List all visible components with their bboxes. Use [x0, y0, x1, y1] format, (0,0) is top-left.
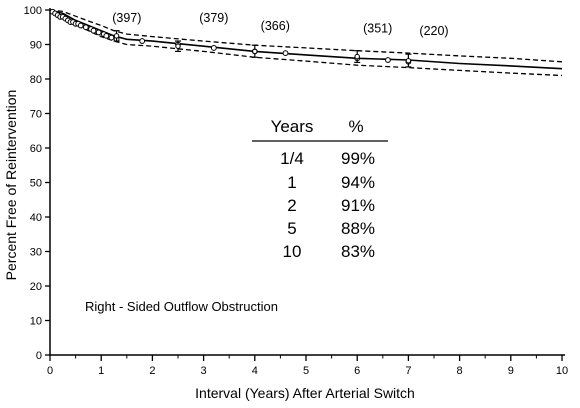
- table-row-years: 10: [283, 242, 302, 261]
- x-axis-title: Interval (Years) After Arterial Switch: [195, 385, 415, 401]
- data-point: [282, 50, 289, 57]
- confidence-band-curve: [49, 9, 563, 63]
- y-axis-title: Percent Free of Reintervention: [3, 90, 19, 281]
- table-header-percent: %: [348, 117, 363, 136]
- error-bar-point: [405, 58, 412, 64]
- x-tick-label: 8: [457, 365, 463, 377]
- x-tick-label: 9: [508, 365, 514, 377]
- y-tick-label: 80: [30, 74, 42, 86]
- x-tick-label: 3: [201, 365, 207, 377]
- table-row-percent: 99%: [341, 149, 375, 168]
- y-tick-label: 100: [24, 5, 42, 17]
- table-row-percent: 91%: [341, 196, 375, 215]
- data-point: [210, 45, 217, 51]
- y-tick-label: 20: [30, 281, 42, 293]
- x-tick-label: 4: [252, 365, 258, 377]
- summary-table: Years % 1/4 99% 1 94% 2 91% 5 88% 10 83%: [252, 117, 388, 261]
- y-tick-label: 30: [30, 247, 42, 259]
- outflow-annotation: Right - Sided Outflow Obstruction: [85, 299, 278, 314]
- count-label: (397): [112, 11, 141, 25]
- y-tick-label: 10: [30, 316, 42, 328]
- y-tick-label: 70: [30, 109, 42, 121]
- table-row-percent: 83%: [341, 242, 375, 261]
- data-point: [82, 24, 89, 31]
- count-label: (379): [199, 11, 228, 25]
- count-label: (366): [261, 19, 290, 33]
- x-tick-label: 6: [354, 365, 360, 377]
- table-row-years: 5: [287, 219, 296, 238]
- y-tick-label: 0: [36, 350, 42, 362]
- table-row-years: 2: [287, 196, 296, 215]
- x-tick-label: 5: [303, 365, 309, 377]
- y-tick-label: 60: [30, 143, 42, 155]
- data-point: [95, 29, 102, 36]
- x-tick-label: 0: [47, 365, 53, 377]
- labels: (397) (379) (366) (351) (220): [112, 11, 448, 38]
- table-header-years: Years: [271, 117, 314, 136]
- data-point: [77, 22, 84, 29]
- x-tick-label: 7: [405, 365, 411, 377]
- data-point: [139, 38, 146, 44]
- y-tick-label: 90: [30, 40, 42, 52]
- data-point: [90, 27, 97, 34]
- table-row-percent: 94%: [341, 173, 375, 192]
- markers: [49, 8, 412, 68]
- count-label: (351): [363, 21, 392, 35]
- x-tick-label: 1: [98, 365, 104, 377]
- x-tick-label: 2: [149, 365, 155, 377]
- table-row-years: 1/4: [280, 149, 304, 168]
- table-row-years: 1: [287, 173, 296, 192]
- data-point: [108, 34, 115, 41]
- error-bar-point: [252, 48, 258, 55]
- error-bar-point: [175, 43, 181, 49]
- data-point: [385, 57, 391, 63]
- count-label: (220): [419, 24, 448, 38]
- data-point: [103, 32, 110, 39]
- y-tick-label: 40: [30, 212, 42, 224]
- x-tick-label: 10: [556, 365, 568, 377]
- table-row-percent: 88%: [341, 219, 375, 238]
- y-tick-label: 50: [30, 178, 42, 190]
- error-bar-point: [113, 33, 120, 39]
- error-bar-point: [354, 53, 360, 60]
